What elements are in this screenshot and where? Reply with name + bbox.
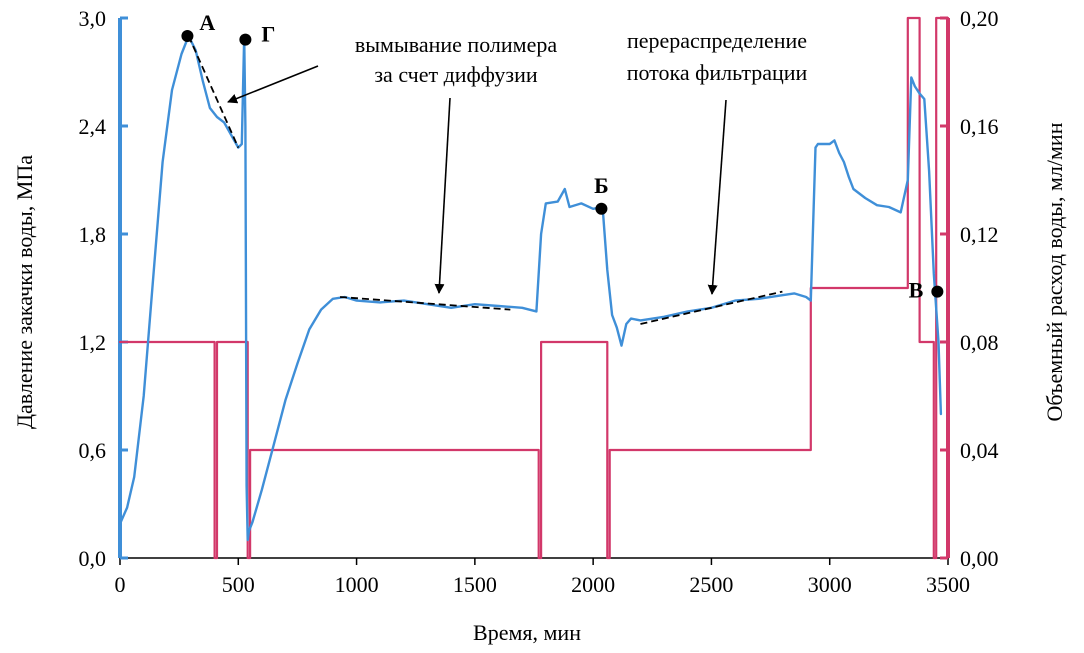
right-ticks: 0,00 0,04 0,08 0,12 0,16 0,20: [940, 6, 999, 571]
point-marker: [239, 33, 252, 46]
left-axis-title: Давление закачки воды, МПа: [12, 155, 37, 429]
point-marker-label: А: [199, 10, 215, 35]
annotation-diffusion: вымывание полимера за счет диффузии: [355, 32, 557, 87]
right-axis-title: Объемный расход воды, мл/мин: [1042, 122, 1067, 421]
trend-peak: [187, 35, 240, 148]
annotation-diffusion-line-1: вымывание полимера: [355, 32, 557, 57]
left-tick-label: 0,0: [79, 546, 107, 571]
right-tick-label: 0,04: [960, 438, 999, 463]
left-tick-label: 3,0: [79, 6, 107, 31]
point-marker-label: Б: [594, 173, 609, 198]
annotation-redistribution: перераспределение потока фильтрации: [627, 28, 808, 85]
arrow-to-diffusion-trend: [434, 97, 451, 294]
x-tick-label: 1500: [453, 572, 497, 597]
trend-lines: [187, 35, 783, 325]
x-tick-label: 3500: [926, 572, 970, 597]
x-tick-label: 1000: [335, 572, 379, 597]
point-marker: [181, 30, 194, 42]
flow-series: [118, 16, 950, 560]
annotation-redistribution-line-1: перераспределение: [627, 28, 807, 53]
right-tick-label: 0,00: [960, 546, 999, 571]
point-marker: [595, 202, 608, 215]
right-tick-label: 0,08: [960, 330, 999, 355]
right-tick-label: 0,16: [960, 114, 999, 139]
right-tick-label: 0,20: [960, 6, 999, 31]
trend-redistribution: [640, 290, 783, 325]
trend-diffusion: [339, 296, 511, 311]
point-marker-label: Г: [261, 22, 275, 47]
left-tick-label: 0,6: [79, 438, 107, 463]
flow-line: [118, 16, 950, 560]
x-tick-label: 3000: [808, 572, 852, 597]
pressure-line: [118, 34, 943, 542]
annotation-diffusion-line-2: за счет диффузии: [374, 62, 537, 87]
left-tick-label: 2,4: [79, 114, 107, 139]
x-tick-label: 2500: [689, 572, 733, 597]
arrow-to-peak-trend: [227, 65, 319, 104]
x-ticks: 0 500 1000 1500 2000 2500 3000 3500: [115, 558, 970, 597]
annotation-redistribution-line-2: потока фильтрации: [627, 60, 808, 85]
left-tick-label: 1,2: [79, 330, 107, 355]
x-axis-title: Время, мин: [473, 620, 581, 645]
left-ticks: 0,0 0,6 1,2 1,8 2,4 3,0: [79, 6, 128, 571]
pressure-series: [118, 34, 943, 542]
right-tick-label: 0,12: [960, 222, 999, 247]
x-tick-label: 0: [115, 572, 126, 597]
point-marker: [931, 285, 944, 298]
arrow-to-redistribution-trend: [707, 99, 727, 295]
point-marker-label: В: [909, 278, 924, 303]
left-tick-label: 1,8: [79, 222, 107, 247]
markers: А Г Б В: [181, 10, 944, 303]
x-tick-label: 500: [222, 572, 255, 597]
x-tick-label: 2000: [571, 572, 615, 597]
